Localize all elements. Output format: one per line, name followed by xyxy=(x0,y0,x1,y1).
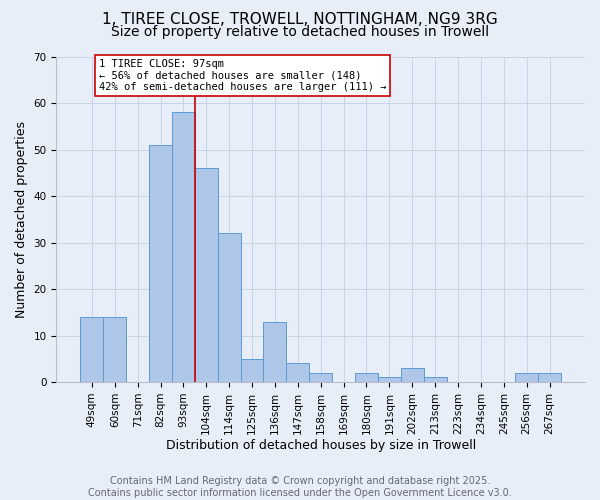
X-axis label: Distribution of detached houses by size in Trowell: Distribution of detached houses by size … xyxy=(166,440,476,452)
Text: 1 TIREE CLOSE: 97sqm
← 56% of detached houses are smaller (148)
42% of semi-deta: 1 TIREE CLOSE: 97sqm ← 56% of detached h… xyxy=(99,59,386,92)
Bar xyxy=(286,364,309,382)
Text: Contains HM Land Registry data © Crown copyright and database right 2025.
Contai: Contains HM Land Registry data © Crown c… xyxy=(88,476,512,498)
Y-axis label: Number of detached properties: Number of detached properties xyxy=(15,121,28,318)
Bar xyxy=(80,317,103,382)
Bar xyxy=(263,322,286,382)
Bar xyxy=(195,168,218,382)
Text: Size of property relative to detached houses in Trowell: Size of property relative to detached ho… xyxy=(111,25,489,39)
Bar xyxy=(309,373,332,382)
Bar xyxy=(149,145,172,382)
Bar xyxy=(424,378,446,382)
Text: 1, TIREE CLOSE, TROWELL, NOTTINGHAM, NG9 3RG: 1, TIREE CLOSE, TROWELL, NOTTINGHAM, NG9… xyxy=(102,12,498,28)
Bar xyxy=(241,359,263,382)
Bar xyxy=(378,378,401,382)
Bar xyxy=(538,373,561,382)
Bar xyxy=(218,234,241,382)
Bar xyxy=(355,373,378,382)
Bar xyxy=(515,373,538,382)
Bar xyxy=(172,112,195,382)
Bar xyxy=(401,368,424,382)
Bar xyxy=(103,317,126,382)
